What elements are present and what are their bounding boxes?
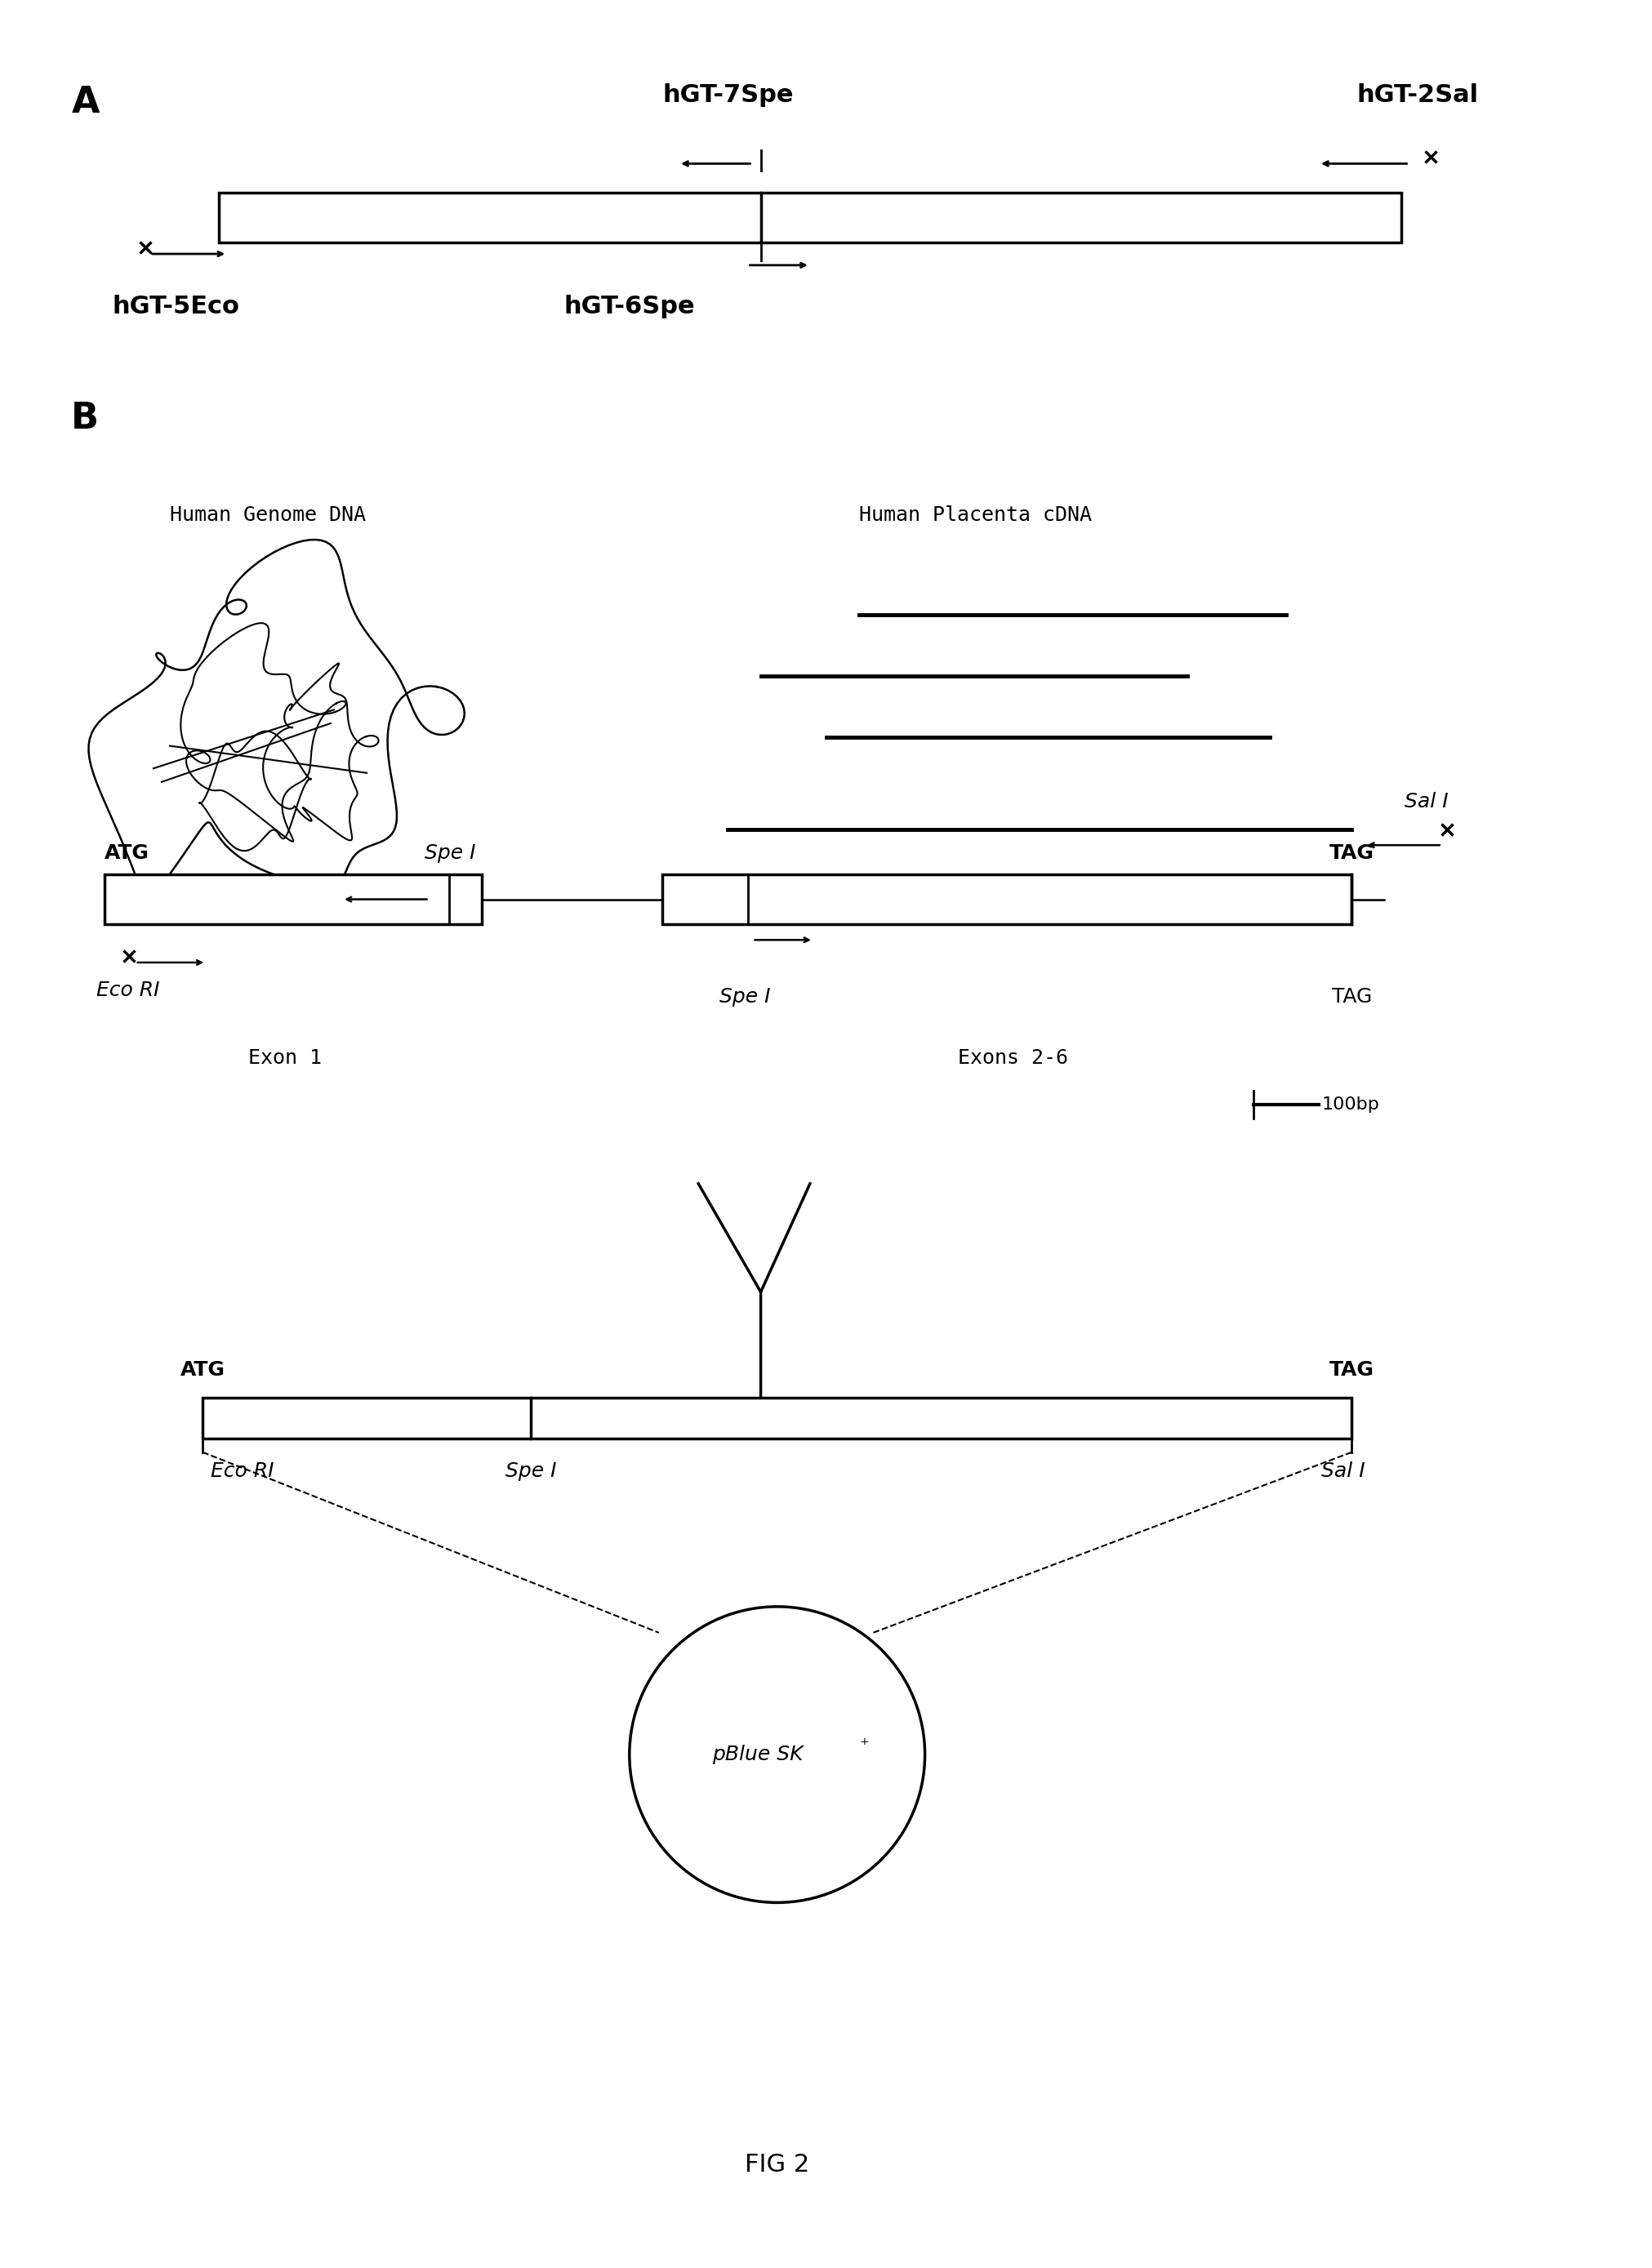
Ellipse shape (629, 1606, 925, 1903)
Bar (203, 1397, 1351, 1438)
Text: Human Placenta cDNA: Human Placenta cDNA (859, 506, 1092, 524)
Text: A: A (71, 84, 99, 120)
Bar (104, 875, 481, 923)
Bar (662, 875, 1351, 923)
Text: Sal I: Sal I (1404, 792, 1447, 812)
Text: Spe I: Spe I (425, 844, 476, 864)
Text: Exon 1: Exon 1 (248, 1048, 320, 1068)
Text: TAG: TAG (1328, 844, 1373, 864)
Text: hGT-7Spe: hGT-7Spe (662, 84, 793, 107)
Text: hGT-5Eco: hGT-5Eco (112, 295, 240, 318)
Text: ATG: ATG (180, 1361, 225, 1379)
Text: ⁺: ⁺ (859, 1737, 869, 1753)
Text: Sal I: Sal I (1322, 1461, 1365, 1481)
Text: Spe I: Spe I (719, 987, 770, 1007)
Text: Eco RI: Eco RI (211, 1461, 274, 1481)
Text: FIG 2: FIG 2 (745, 2152, 809, 2177)
Text: Human Genome DNA: Human Genome DNA (170, 506, 365, 524)
Text: Eco RI: Eco RI (96, 980, 159, 1000)
Text: ATG: ATG (104, 844, 149, 864)
Bar (220, 193, 1401, 243)
Text: 100bp: 100bp (1322, 1095, 1379, 1114)
Text: Spe I: Spe I (506, 1461, 557, 1481)
Text: B: B (71, 401, 99, 435)
Text: TAG: TAG (1328, 1361, 1373, 1379)
Text: pBlue SK: pBlue SK (712, 1744, 803, 1765)
Text: hGT-6Spe: hGT-6Spe (563, 295, 695, 318)
Text: Exons 2-6: Exons 2-6 (957, 1048, 1067, 1068)
Text: TAG: TAG (1332, 987, 1371, 1007)
Text: hGT-2Sal: hGT-2Sal (1356, 84, 1477, 107)
